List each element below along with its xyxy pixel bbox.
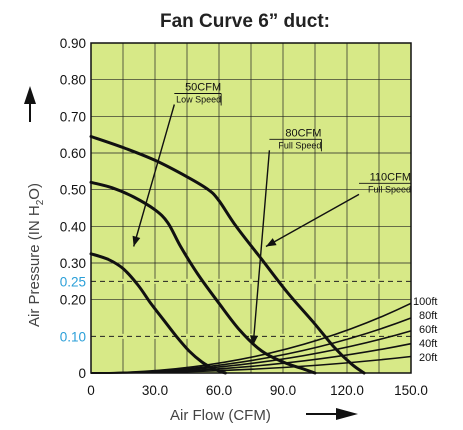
y-tick-label: 0.60 <box>60 146 86 161</box>
system-curve-label: 40ft <box>419 338 437 350</box>
x-axis-label: Air Flow (CFM) <box>170 407 271 424</box>
y-tick-label: 0.50 <box>60 183 86 198</box>
x-tick-label: 90.0 <box>270 383 296 398</box>
x-tick-label: 30.0 <box>142 383 168 398</box>
system-curve-label: 80ft <box>419 310 437 322</box>
annotation-leader <box>252 150 271 346</box>
system-curve-label: 60ft <box>419 324 437 336</box>
x-axis-arrow-icon <box>306 408 358 420</box>
y-tick-label: 0.70 <box>60 109 86 124</box>
system-curve-label: 20ft <box>419 352 437 364</box>
fan-series-line-50CFM <box>89 252 227 375</box>
annotation-leader <box>132 104 176 247</box>
x-tick-label: 150.0 <box>394 383 428 398</box>
annotation-label-top: 110CFM <box>370 171 411 183</box>
x-tick-label: 0 <box>87 383 95 398</box>
y-tick-label: 0.20 <box>60 293 86 308</box>
y-axis-label-prefix: Air Pressure (IN H <box>26 205 43 327</box>
y-tick-label: 0.40 <box>60 219 86 234</box>
annotation-label-top: 80CFM <box>285 127 321 139</box>
y-axis-label-subscript: 2 <box>35 199 46 205</box>
annotation-arrowhead-icon <box>132 235 141 247</box>
x-tick-label: 120.0 <box>330 383 364 398</box>
system-curve-labels: 100ft 80ft 60ft 40ft 20ft <box>413 296 437 364</box>
annotation-label-top: 50CFM <box>185 82 221 94</box>
plot-frame <box>90 42 412 374</box>
y-tick-label: 0.10 <box>60 329 86 344</box>
y-axis-ticks: 0 0.10 0.20 0.25 0.30 0.40 0.50 0.60 0.70 0.80 0.9… <box>60 36 86 381</box>
annotation-leader <box>265 193 360 248</box>
y-tick-label: 0.30 <box>60 256 86 271</box>
fan-series <box>89 135 366 375</box>
y-axis-label-suffix: O) <box>26 183 43 200</box>
annotation-label-bottom: Low Speed <box>176 95 221 105</box>
y-tick-label: 0 <box>78 366 86 381</box>
annotation-arrowhead-icon <box>249 335 258 346</box>
system-curve-label: 100ft <box>413 296 437 308</box>
y-tick-label: 0.90 <box>60 36 86 51</box>
chart-title: Fan Curve 6” duct: <box>160 11 330 32</box>
reference-line-gap <box>92 278 410 284</box>
annotation-label-bottom: Full Speed <box>278 140 321 150</box>
fan-series-line-80CFM <box>89 180 317 375</box>
y-tick-label: 0.25 <box>60 274 86 289</box>
y-axis-label: Air Pressure (IN H2O) <box>26 183 46 327</box>
x-tick-label: 60.0 <box>206 383 232 398</box>
annotation-arrowhead-icon <box>265 238 277 247</box>
grid-lines <box>91 43 411 373</box>
annotation-label-bottom: Full Speed <box>368 184 411 194</box>
y-axis-arrow-icon <box>24 86 36 122</box>
y-tick-label: 0.80 <box>60 73 86 88</box>
x-axis-ticks: 0 30.0 60.0 90.0 120.0 150.0 <box>87 383 428 398</box>
fan-series-line-110CFM <box>89 135 366 375</box>
